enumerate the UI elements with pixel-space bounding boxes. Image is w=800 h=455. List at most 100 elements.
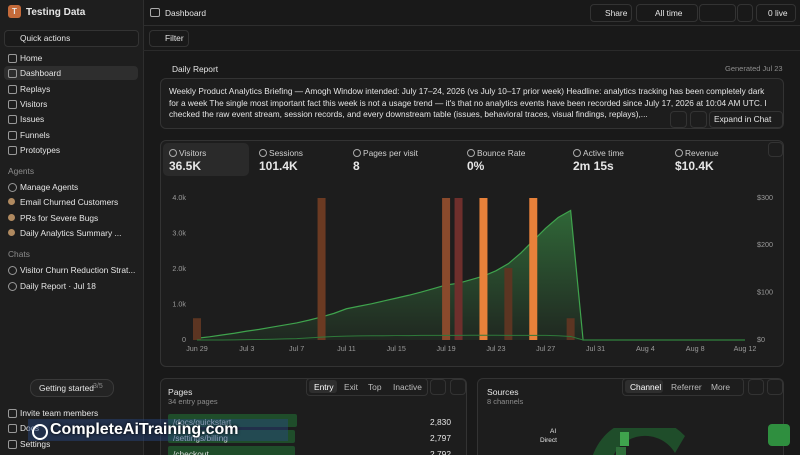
card-btn[interactable] <box>748 379 764 395</box>
card-btn[interactable] <box>430 379 446 395</box>
chat-item[interactable]: Visitor Churn Reduction Strat... <box>20 265 136 275</box>
agent-icon <box>8 198 15 205</box>
watermark-icon <box>32 424 48 440</box>
range-box[interactable] <box>636 4 698 22</box>
live-box[interactable] <box>756 4 796 22</box>
report-btn[interactable] <box>690 111 707 128</box>
agent-item[interactable]: Email Churned Customers <box>20 197 119 207</box>
nav-item[interactable]: Prototypes <box>20 145 61 155</box>
nav-item[interactable]: Replays <box>20 84 51 94</box>
stat-label: Pages per visit <box>363 148 418 158</box>
row-bar <box>168 414 297 427</box>
card-btn[interactable] <box>450 379 466 395</box>
nav-item[interactable]: Funnels <box>20 130 50 140</box>
tab[interactable]: Top <box>368 382 382 392</box>
stat-label: Visitors <box>179 148 207 158</box>
workspace-name[interactable]: Testing Data <box>26 7 86 18</box>
x-tick-label: Aug 8 <box>686 344 705 353</box>
stat-value[interactable]: 8 <box>353 159 360 173</box>
source-label: AI <box>550 428 557 435</box>
y2-tick-label: $100 <box>757 288 773 297</box>
footer-item[interactable]: Settings <box>20 439 51 449</box>
stat-label: Sessions <box>269 148 303 158</box>
report-text: Weekly Product Analytics Briefing — Amog… <box>169 86 767 119</box>
share-box[interactable] <box>590 4 632 22</box>
getting-started-box[interactable] <box>30 379 114 397</box>
topbar-border <box>143 25 800 26</box>
agent-icon <box>8 214 15 221</box>
filter-box[interactable] <box>149 30 189 47</box>
bar <box>479 198 488 340</box>
stat-active <box>163 143 249 176</box>
source-label: Direct <box>540 437 557 444</box>
stat-icon <box>353 149 361 157</box>
bar <box>193 318 201 340</box>
card-btn[interactable] <box>767 379 783 395</box>
stat-value[interactable]: 2m 15s <box>573 159 614 173</box>
agent-icon <box>8 183 17 192</box>
nav-item[interactable]: Visitors <box>20 99 48 109</box>
nav-arrows[interactable] <box>699 4 736 22</box>
qa-box[interactable] <box>4 30 139 47</box>
agent-item[interactable]: PRs for Severe Bugs <box>20 213 99 223</box>
y2-tick-label: $300 <box>757 193 773 202</box>
x-tick-label: Jul 11 <box>337 344 356 353</box>
chat-item[interactable]: Daily Report · Jul 18 <box>20 281 96 291</box>
stat-value[interactable]: 101.4K <box>259 159 298 173</box>
nav-active <box>4 66 138 80</box>
row-value: 2,797 <box>430 433 451 443</box>
stat-value[interactable]: 0% <box>467 159 485 173</box>
live: 0 live <box>768 8 788 18</box>
row-path[interactable]: /docs/quickstart <box>173 417 232 427</box>
stat-icon <box>467 149 475 157</box>
tab[interactable]: Inactive <box>393 382 422 392</box>
filter[interactable]: Filter <box>165 33 184 43</box>
nav-item[interactable]: Issues <box>20 114 45 124</box>
nav-icon <box>8 100 17 109</box>
footer-icon <box>8 409 17 418</box>
row-value: 2,830 <box>430 417 451 427</box>
row-path[interactable]: /settings/billing <box>173 433 228 443</box>
tab[interactable]: Channel <box>630 382 662 392</box>
card-title: Pages <box>168 387 193 397</box>
nav-icon <box>8 131 17 140</box>
tab[interactable]: Exit <box>344 382 358 392</box>
avatar: T <box>12 7 17 16</box>
tab[interactable]: More <box>711 382 731 392</box>
share: Share <box>605 8 628 18</box>
donut-segment <box>592 428 685 455</box>
area <box>197 210 745 340</box>
grid-button[interactable] <box>768 424 790 446</box>
nav-icon <box>8 85 17 94</box>
tabs-box <box>306 378 428 396</box>
help-icon[interactable] <box>768 142 783 157</box>
x-tick-label: Jul 15 <box>387 344 406 353</box>
stat-value[interactable]: $10.4K <box>675 159 714 173</box>
refresh[interactable] <box>737 4 753 22</box>
agent-item[interactable]: Daily Analytics Summary ... <box>20 228 122 238</box>
watermark: CompleteAiTraining.com <box>50 421 239 438</box>
stat-label: Active time <box>583 148 624 158</box>
row-path[interactable]: /checkout <box>173 449 209 455</box>
report-btn[interactable] <box>670 111 687 128</box>
expand-box[interactable] <box>709 111 783 128</box>
footer-item[interactable]: Docs <box>20 423 40 433</box>
x-tick-label: Jul 7 <box>289 344 304 353</box>
tab[interactable]: Referrer <box>671 382 702 392</box>
bar <box>317 198 326 340</box>
nav-item[interactable]: Home <box>20 53 43 63</box>
stat-value[interactable]: 36.5K <box>169 159 202 173</box>
section-heading: Agents <box>8 166 35 176</box>
footer-item[interactable]: Invite team members <box>20 408 99 418</box>
getting-started: Getting started <box>39 383 94 393</box>
report-title: Daily Report <box>172 64 219 74</box>
y-tick-label: 0 <box>182 335 186 344</box>
topbar-icon <box>150 8 160 17</box>
nav-item[interactable]: Dashboard <box>20 68 61 78</box>
chat-icon <box>8 282 17 291</box>
x-tick-label: Jul 19 <box>436 344 455 353</box>
tab[interactable]: Entry <box>314 382 334 392</box>
agent-item[interactable]: Manage Agents <box>20 182 79 192</box>
expand[interactable]: Expand in Chat <box>714 114 772 124</box>
